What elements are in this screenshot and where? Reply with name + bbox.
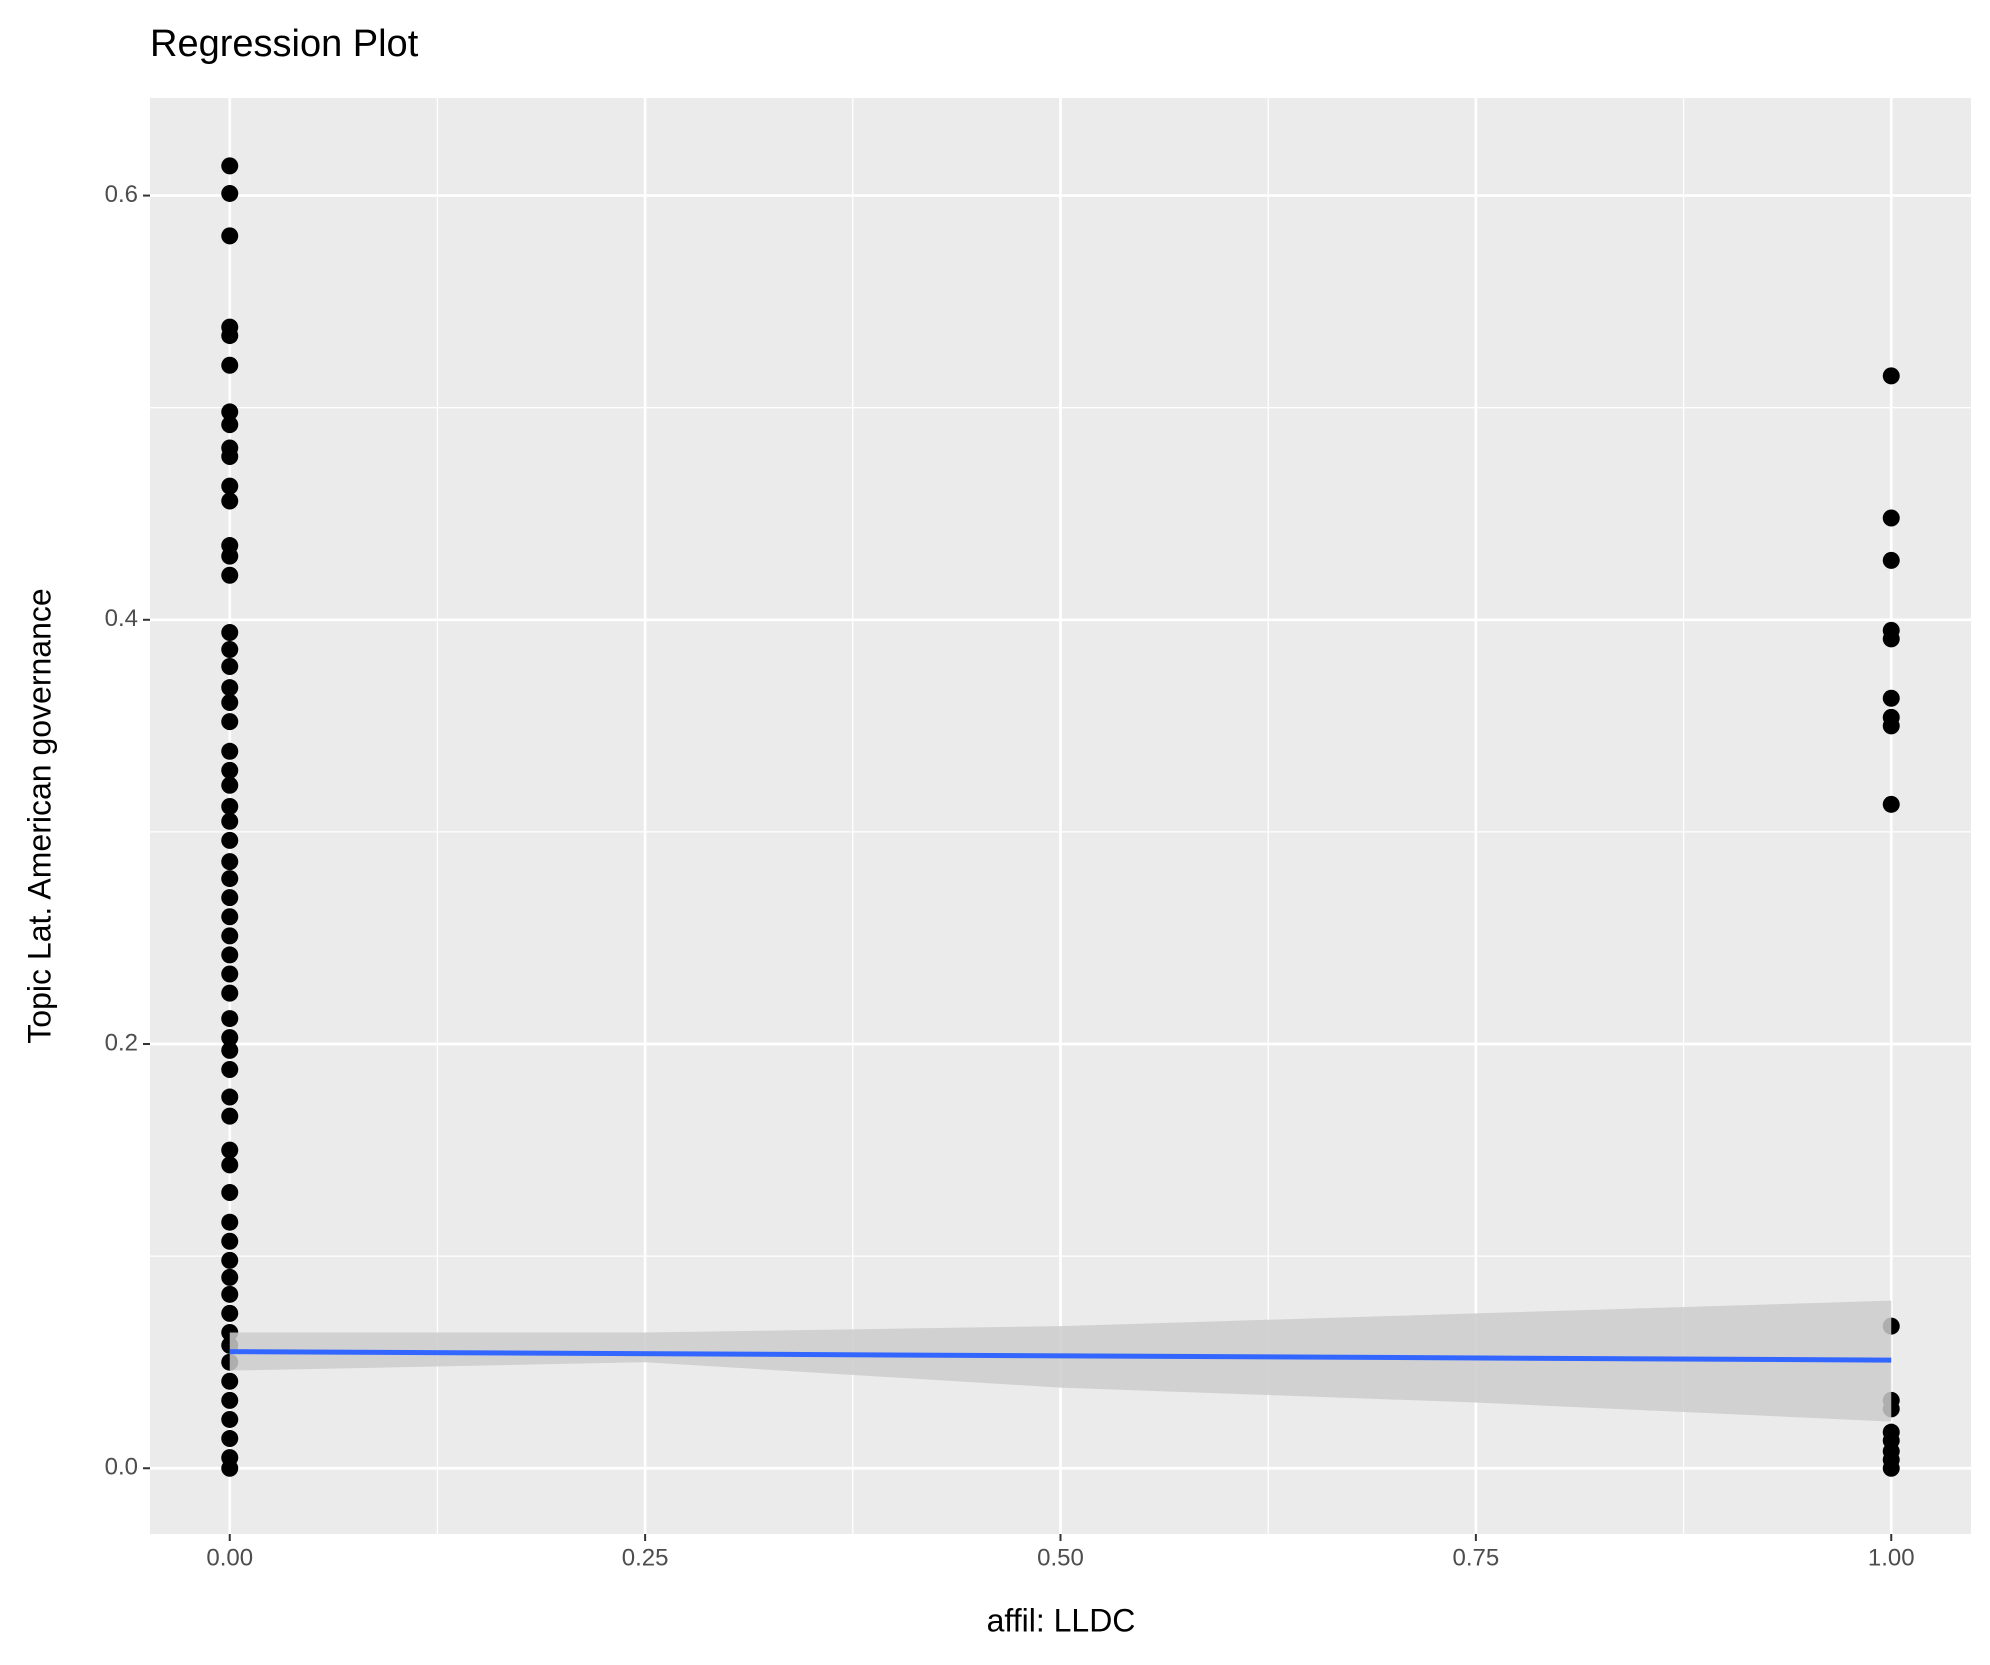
point xyxy=(221,416,239,434)
x-tick-label: 0.50 xyxy=(1037,1544,1084,1571)
point xyxy=(221,1010,239,1028)
point xyxy=(221,227,239,245)
point xyxy=(221,1232,239,1250)
point xyxy=(221,1060,239,1078)
point xyxy=(221,657,239,675)
point xyxy=(221,776,239,794)
point xyxy=(221,870,239,888)
point xyxy=(221,356,239,374)
point xyxy=(221,908,239,926)
y-axis-title: Topic Lat. American governance xyxy=(21,588,57,1043)
point xyxy=(221,713,239,731)
point xyxy=(1882,630,1900,648)
point xyxy=(1882,551,1900,569)
point xyxy=(1882,367,1900,385)
point xyxy=(221,831,239,849)
y-tick-label: 0.6 xyxy=(105,181,138,208)
point xyxy=(221,157,239,175)
point xyxy=(221,492,239,510)
point xyxy=(221,965,239,983)
x-axis-title: affil: LLDC xyxy=(987,1602,1136,1638)
point xyxy=(221,640,239,658)
point xyxy=(221,1141,239,1159)
point xyxy=(221,1156,239,1174)
point xyxy=(221,812,239,830)
point xyxy=(221,403,239,421)
point xyxy=(221,1107,239,1125)
point xyxy=(221,797,239,815)
point xyxy=(1882,509,1900,527)
point xyxy=(221,889,239,907)
point xyxy=(221,1391,239,1409)
point xyxy=(221,1183,239,1201)
point xyxy=(221,1372,239,1390)
point xyxy=(221,184,239,202)
point xyxy=(221,327,239,345)
point xyxy=(221,547,239,565)
confidence-band xyxy=(229,1300,1892,1422)
point xyxy=(1882,689,1900,707)
point xyxy=(221,566,239,584)
x-tick-label: 0.00 xyxy=(206,1544,253,1571)
point xyxy=(221,1213,239,1231)
point xyxy=(221,761,239,779)
point xyxy=(221,694,239,712)
chart-title: Regression Plot xyxy=(150,23,419,65)
y-tick-label: 0.2 xyxy=(105,1029,138,1056)
point xyxy=(221,853,239,871)
point xyxy=(221,1088,239,1106)
y-tick-label: 0.4 xyxy=(105,605,138,632)
point xyxy=(221,1029,239,1047)
point xyxy=(221,946,239,964)
point xyxy=(221,927,239,945)
point xyxy=(221,679,239,697)
point xyxy=(221,447,239,465)
fit-line xyxy=(229,1349,1892,1363)
point xyxy=(221,1268,239,1286)
x-tick-label: 0.25 xyxy=(622,1544,669,1571)
x-tick-label: 1.00 xyxy=(1868,1544,1915,1571)
point xyxy=(221,624,239,642)
point xyxy=(221,1459,239,1477)
point xyxy=(221,1304,239,1322)
x-tick-label: 0.75 xyxy=(1453,1544,1500,1571)
point xyxy=(221,1410,239,1428)
point xyxy=(1882,1459,1900,1477)
point xyxy=(221,1251,239,1269)
point xyxy=(221,742,239,760)
point xyxy=(221,1041,239,1059)
point xyxy=(221,984,239,1002)
point xyxy=(221,1430,239,1448)
point xyxy=(221,1285,239,1303)
point xyxy=(221,477,239,495)
point xyxy=(1882,795,1900,813)
y-tick-label: 0.0 xyxy=(105,1454,138,1481)
point xyxy=(1882,717,1900,735)
